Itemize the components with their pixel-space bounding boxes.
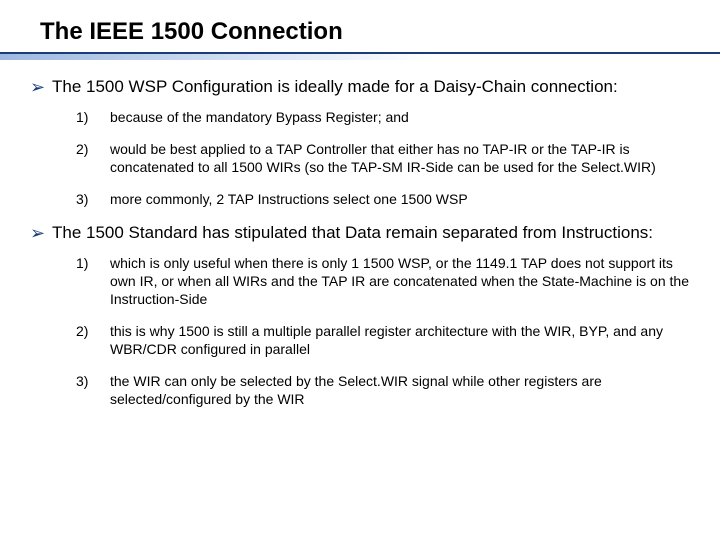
underline-gradient xyxy=(0,54,720,60)
slide: The IEEE 1500 Connection ➢ The 1500 WSP … xyxy=(0,0,720,540)
list-text: the WIR can only be selected by the Sele… xyxy=(110,372,690,408)
list-item: 1) which is only useful when there is on… xyxy=(76,254,690,308)
ordered-list: 1) which is only useful when there is on… xyxy=(76,254,690,408)
slide-title: The IEEE 1500 Connection xyxy=(0,18,720,52)
list-text: which is only useful when there is only … xyxy=(110,254,690,308)
slide-content: ➢ The 1500 WSP Configuration is ideally … xyxy=(0,62,720,408)
list-number: 3) xyxy=(76,372,110,390)
main-bullet: ➢ The 1500 WSP Configuration is ideally … xyxy=(30,76,690,98)
list-item: 1) because of the mandatory Bypass Regis… xyxy=(76,108,690,126)
main-bullet: ➢ The 1500 Standard has stipulated that … xyxy=(30,222,690,244)
list-number: 2) xyxy=(76,140,110,158)
main-bullet-text: The 1500 Standard has stipulated that Da… xyxy=(52,222,653,243)
ordered-list: 1) because of the mandatory Bypass Regis… xyxy=(76,108,690,208)
list-number: 3) xyxy=(76,190,110,208)
list-number: 1) xyxy=(76,254,110,272)
list-text: this is why 1500 is still a multiple par… xyxy=(110,322,690,358)
arrow-icon: ➢ xyxy=(30,76,52,98)
list-item: 2) this is why 1500 is still a multiple … xyxy=(76,322,690,358)
list-text: because of the mandatory Bypass Register… xyxy=(110,108,409,126)
list-item: 2) would be best applied to a TAP Contro… xyxy=(76,140,690,176)
main-bullet-text: The 1500 WSP Configuration is ideally ma… xyxy=(52,76,618,97)
list-text: more commonly, 2 TAP Instructions select… xyxy=(110,190,468,208)
list-number: 2) xyxy=(76,322,110,340)
list-text: would be best applied to a TAP Controlle… xyxy=(110,140,690,176)
list-item: 3) more commonly, 2 TAP Instructions sel… xyxy=(76,190,690,208)
list-number: 1) xyxy=(76,108,110,126)
arrow-icon: ➢ xyxy=(30,222,52,244)
list-item: 3) the WIR can only be selected by the S… xyxy=(76,372,690,408)
title-underline xyxy=(0,52,720,62)
